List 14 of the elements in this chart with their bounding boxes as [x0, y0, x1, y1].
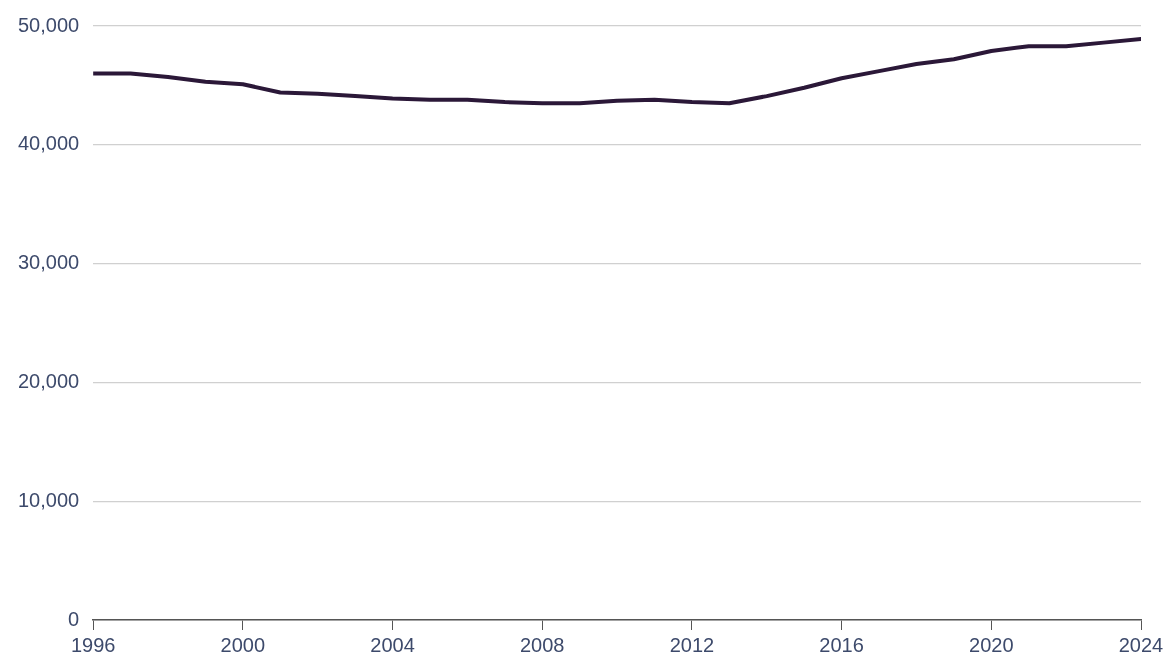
- y-tick-label: 20,000: [18, 369, 80, 392]
- x-tick-label: 2024: [1118, 633, 1164, 656]
- y-tick-label: 40,000: [18, 132, 80, 155]
- x-tick-label: 2012: [669, 633, 715, 656]
- x-tick-label: 1996: [70, 633, 116, 656]
- y-tick-label: 30,000: [18, 251, 80, 274]
- x-tick-label: 2004: [370, 633, 415, 656]
- x-tick-label: 2000: [220, 633, 266, 656]
- x-tick-label: 2008: [519, 633, 565, 656]
- x-tick-label: 2020: [969, 633, 1014, 656]
- y-tick-label: 50,000: [18, 13, 80, 36]
- y-tick-label: 0: [68, 607, 80, 630]
- x-tick-label: 2016: [819, 633, 864, 656]
- y-tick-label: 10,000: [18, 488, 80, 511]
